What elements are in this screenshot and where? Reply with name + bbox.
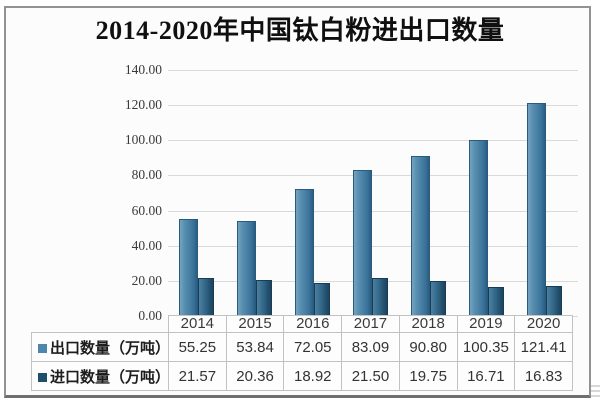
bar-import-2019	[487, 287, 504, 316]
gridline	[168, 210, 578, 212]
gridline	[168, 140, 578, 142]
y-tick-label: 20.00	[131, 272, 162, 288]
bar-export-2020	[526, 103, 546, 316]
gridline	[168, 175, 578, 177]
legend-swatch-import	[38, 372, 47, 382]
value-cell-import-2015: 20.36	[225, 361, 285, 391]
legend-cell-import: 进口数量（万吨）	[31, 361, 169, 391]
bar-import-2018	[429, 281, 446, 316]
year-header-2017: 2017	[341, 315, 400, 333]
value-cell-import-2014: 21.57	[168, 361, 227, 391]
bar-group-2016	[284, 70, 342, 316]
bar-import-2016	[314, 283, 331, 316]
bar-import-2014	[198, 278, 215, 316]
bar-group-2014	[168, 70, 226, 316]
legend-cell-export: 出口数量（万吨）	[31, 332, 169, 362]
y-axis-labels: 140.00 120.00 100.00 80.00 60.00 40.00 20.00 0.…	[88, 62, 162, 323]
bar-group-2019	[457, 70, 515, 316]
value-cell-import-2018: 19.75	[398, 361, 458, 391]
y-tick-label: 60.00	[131, 202, 162, 218]
y-tick-label: 40.00	[131, 237, 162, 253]
year-header-row: 2014 2015 2016 2017 2018 2019 2020	[32, 315, 573, 333]
corner-cell	[32, 316, 169, 333]
value-cell-export-2020: 121.41	[514, 332, 573, 362]
y-tick-label: 140.00	[124, 62, 162, 77]
bar-import-2015	[256, 280, 273, 316]
value-cell-import-2020: 16.83	[514, 361, 573, 391]
plot-area	[168, 70, 573, 316]
gridline	[168, 70, 578, 71]
value-cell-import-2019: 16.71	[456, 361, 516, 391]
value-cell-export-2015: 53.84	[225, 332, 285, 362]
bar-export-2015	[237, 221, 257, 316]
legend-swatch-export	[38, 343, 47, 353]
bar-export-2016	[295, 189, 315, 316]
bar-group-2020	[515, 70, 573, 316]
gridline	[168, 245, 578, 247]
data-table: 2014 2015 2016 2017 2018 2019 2020 出口数量（万吨） 55.2…	[31, 315, 573, 391]
bar-group-2018	[399, 70, 457, 316]
value-cell-export-2018: 90.80	[398, 332, 458, 362]
bar-group-2017	[342, 70, 400, 316]
watermark-fragment	[591, 385, 600, 400]
bar-import-2020	[545, 286, 562, 316]
y-tick-label: 80.00	[131, 167, 162, 183]
bar-export-2017	[353, 170, 372, 316]
bar-export-2019	[468, 140, 488, 316]
bar-import-2017	[372, 278, 388, 316]
value-cell-import-2016: 18.92	[283, 361, 343, 391]
year-header-2018: 2018	[398, 315, 458, 333]
chart-title: 2014-2020年中国钛白粉进出口数量	[95, 16, 505, 45]
legend-label: 出口数量（万吨）	[50, 339, 169, 357]
value-cell-export-2014: 55.25	[168, 332, 227, 362]
y-tick-label: 100.00	[124, 132, 162, 148]
y-tick-label: 0.00	[138, 308, 162, 323]
gridline	[168, 105, 578, 107]
value-cell-export-2016: 72.05	[283, 332, 343, 362]
year-header-2020: 2020	[514, 315, 573, 333]
bar-group-2015	[226, 70, 284, 316]
value-cell-import-2017: 21.50	[341, 361, 400, 391]
y-tick-label: 120.00	[124, 97, 162, 113]
year-header-2014: 2014	[168, 315, 227, 333]
year-header-2016: 2016	[283, 315, 343, 333]
bar-export-2018	[410, 156, 430, 316]
year-header-2015: 2015	[225, 315, 285, 333]
table-row-export: 出口数量（万吨） 55.25 53.84 72.05 83.09 90.80 100.35 1…	[31, 332, 573, 362]
value-cell-export-2019: 100.35	[456, 332, 516, 362]
year-header-2019: 2019	[456, 315, 516, 333]
table-row-import: 进口数量（万吨） 21.57 20.36 18.92 21.50 19.75 16.71 16…	[31, 361, 573, 391]
value-cell-export-2017: 83.09	[341, 332, 400, 362]
legend-label: 进口数量（万吨）	[50, 368, 169, 386]
bar-export-2014	[179, 219, 199, 316]
